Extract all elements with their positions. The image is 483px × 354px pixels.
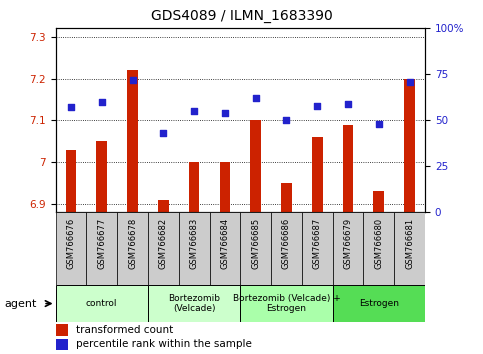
Point: [313, 103, 321, 108]
Bar: [394, 212, 425, 285]
Bar: [158, 200, 169, 212]
Text: GSM766684: GSM766684: [220, 218, 229, 269]
Point: [406, 79, 413, 85]
Text: Bortezomib (Velcade) +
Estrogen: Bortezomib (Velcade) + Estrogen: [233, 294, 341, 313]
Text: GSM766679: GSM766679: [343, 218, 353, 269]
Bar: [148, 285, 241, 322]
Bar: [364, 212, 394, 285]
Text: GSM766683: GSM766683: [190, 218, 199, 269]
Bar: [404, 79, 415, 212]
Text: GSM766678: GSM766678: [128, 218, 137, 269]
Bar: [219, 162, 230, 212]
Text: GSM766676: GSM766676: [67, 218, 75, 269]
Text: GSM766677: GSM766677: [97, 218, 106, 269]
Bar: [148, 212, 179, 285]
Bar: [86, 212, 117, 285]
Bar: [179, 212, 210, 285]
Text: GSM766680: GSM766680: [374, 218, 384, 269]
Text: percentile rank within the sample: percentile rank within the sample: [76, 339, 252, 349]
Text: agent: agent: [5, 298, 37, 309]
Bar: [250, 120, 261, 212]
Bar: [210, 212, 240, 285]
Bar: [127, 70, 138, 212]
Point: [221, 110, 229, 116]
Text: transformed count: transformed count: [76, 325, 173, 335]
Text: GSM766681: GSM766681: [405, 218, 414, 269]
Point: [98, 99, 106, 105]
Bar: [271, 212, 302, 285]
Point: [344, 101, 352, 107]
Bar: [333, 212, 364, 285]
Bar: [117, 212, 148, 285]
Point: [190, 108, 198, 114]
Point: [252, 96, 259, 101]
Point: [283, 118, 290, 123]
Bar: [333, 285, 425, 322]
Bar: [56, 324, 69, 336]
Text: GSM766682: GSM766682: [159, 218, 168, 269]
Bar: [281, 183, 292, 212]
Bar: [56, 212, 86, 285]
Bar: [56, 339, 69, 350]
Bar: [312, 137, 323, 212]
Point: [67, 105, 75, 110]
Bar: [342, 125, 354, 212]
Text: GSM766685: GSM766685: [251, 218, 260, 269]
Point: [375, 121, 383, 127]
Bar: [56, 285, 148, 322]
Bar: [373, 192, 384, 212]
Point: [128, 77, 136, 83]
Point: [159, 130, 167, 136]
Text: GSM766686: GSM766686: [282, 218, 291, 269]
Bar: [96, 141, 107, 212]
Text: Bortezomib
(Velcade): Bortezomib (Velcade): [168, 294, 220, 313]
Text: Estrogen: Estrogen: [359, 299, 399, 308]
Bar: [302, 212, 333, 285]
Text: GSM766687: GSM766687: [313, 218, 322, 269]
Bar: [240, 285, 333, 322]
Bar: [66, 150, 76, 212]
Bar: [240, 212, 271, 285]
Text: GDS4089 / ILMN_1683390: GDS4089 / ILMN_1683390: [151, 9, 332, 23]
Bar: [189, 162, 199, 212]
Text: control: control: [86, 299, 117, 308]
